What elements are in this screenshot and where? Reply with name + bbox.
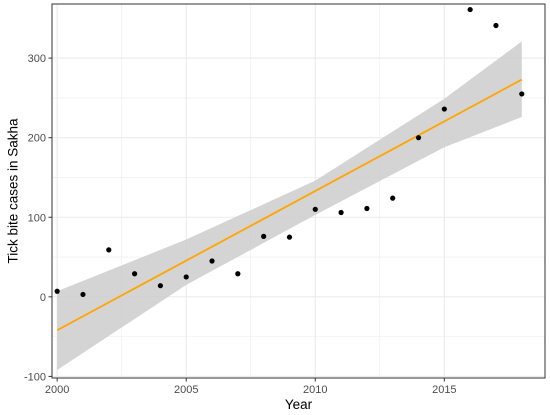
fit-line [56, 78, 523, 332]
data-point [338, 209, 344, 216]
data-point [493, 22, 499, 29]
data-point [80, 291, 86, 298]
panel-border [51, 3, 546, 379]
y-axis-title: Tick bite cases in Sakha [6, 118, 21, 264]
x-tick-label: 2000 [45, 384, 69, 396]
data-point [286, 234, 293, 240]
data-point [415, 135, 422, 141]
x-axis-title: Year [285, 397, 313, 412]
data-point [157, 283, 164, 289]
y-tick-label: -100 [24, 371, 46, 383]
data-point [364, 205, 370, 212]
axis-ticks: 2000 2005 2010 2015 -100 0 100 200 300 [24, 53, 457, 396]
data-point [441, 106, 447, 112]
y-tick-label: 200 [28, 133, 46, 145]
data-point [519, 91, 525, 97]
fit-line-layer [56, 78, 523, 332]
y-tick-label: 300 [28, 53, 46, 65]
data-point [131, 271, 138, 277]
data-point [467, 6, 473, 13]
data-point [261, 233, 267, 239]
data-point [106, 247, 112, 253]
x-tick-label: 2010 [303, 384, 327, 396]
data-point [54, 288, 60, 294]
data-point [209, 258, 215, 264]
data-point [183, 274, 189, 280]
data-point [312, 206, 318, 212]
x-tick-label: 2005 [174, 384, 198, 396]
y-tick-label: 0 [40, 292, 46, 304]
data-points [54, 6, 525, 298]
data-point [235, 271, 241, 277]
data-point [390, 195, 396, 201]
y-tick-label: 100 [28, 212, 46, 224]
x-tick-label: 2015 [432, 384, 456, 396]
